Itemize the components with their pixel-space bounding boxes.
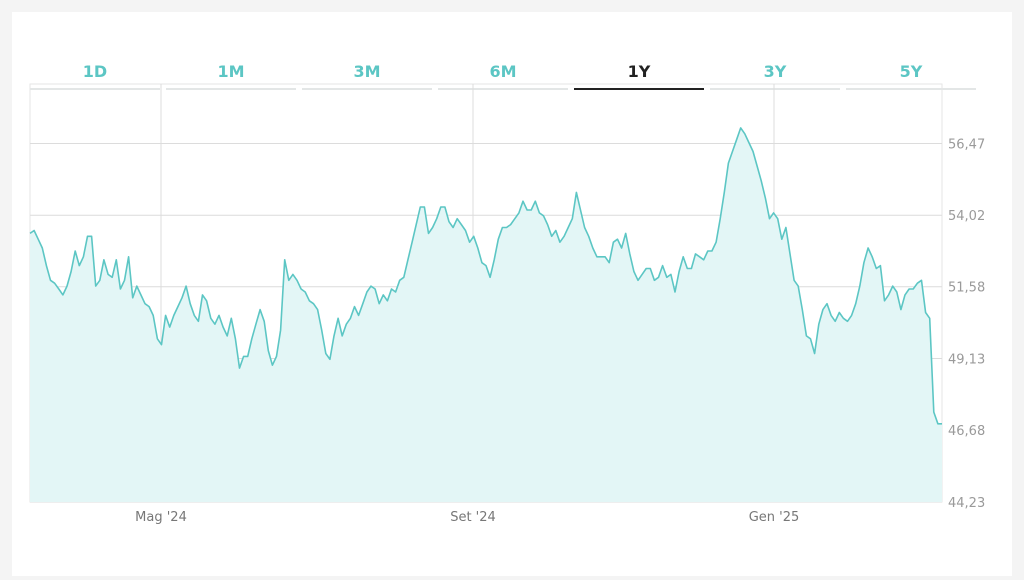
tab-1y[interactable]: 1Y <box>574 52 704 90</box>
quote-chart-widget: 1D 1M 3M 6M 1Y 3Y 5Y 44,23 46,68 49,13 51,58 54,02… <box>12 12 1012 576</box>
tab-underline <box>438 88 568 90</box>
tab-label: 6M <box>489 61 517 81</box>
tab-label: 1M <box>217 61 245 81</box>
tab-label: 3M <box>353 61 381 81</box>
tab-underline <box>30 88 160 90</box>
tab-label: 5Y <box>899 61 923 81</box>
y-tick-label: 54,02 <box>948 209 985 224</box>
y-tick-label: 46,68 <box>948 424 985 439</box>
tab-label: 1Y <box>627 61 651 81</box>
y-tick-label: 49,13 <box>948 352 985 367</box>
tab-5y[interactable]: 5Y <box>846 52 976 90</box>
tab-3y[interactable]: 3Y <box>710 52 840 90</box>
x-tick-label: Gen '25 <box>749 510 800 525</box>
tab-underline <box>710 88 840 90</box>
tab-underline <box>302 88 432 90</box>
tab-label: 3Y <box>763 61 787 81</box>
x-tick-label: Set '24 <box>450 510 496 525</box>
price-chart-svg: 44,23 46,68 49,13 51,58 54,02 56,47 Mag '24 Set… <box>29 83 985 525</box>
series-line <box>29 127 942 425</box>
period-tabs: 1D 1M 3M 6M 1Y 3Y 5Y <box>30 52 980 92</box>
y-tick-label: 51,58 <box>948 281 985 296</box>
tab-1d[interactable]: 1D <box>30 52 160 90</box>
y-tick-label: 44,23 <box>948 496 985 511</box>
tab-underline <box>574 88 704 90</box>
tab-underline <box>166 88 296 90</box>
tab-6m[interactable]: 6M <box>438 52 568 90</box>
series-area <box>30 127 942 503</box>
price-chart: 44,23 46,68 49,13 51,58 54,02 56,47 Mag '24 Set… <box>12 12 1012 580</box>
y-tick-label: 56,47 <box>948 137 985 152</box>
tab-3m[interactable]: 3M <box>302 52 432 90</box>
x-tick-label: Mag '24 <box>135 510 187 525</box>
tab-underline <box>846 88 976 90</box>
tab-1m[interactable]: 1M <box>166 52 296 90</box>
tab-label: 1D <box>82 61 108 81</box>
